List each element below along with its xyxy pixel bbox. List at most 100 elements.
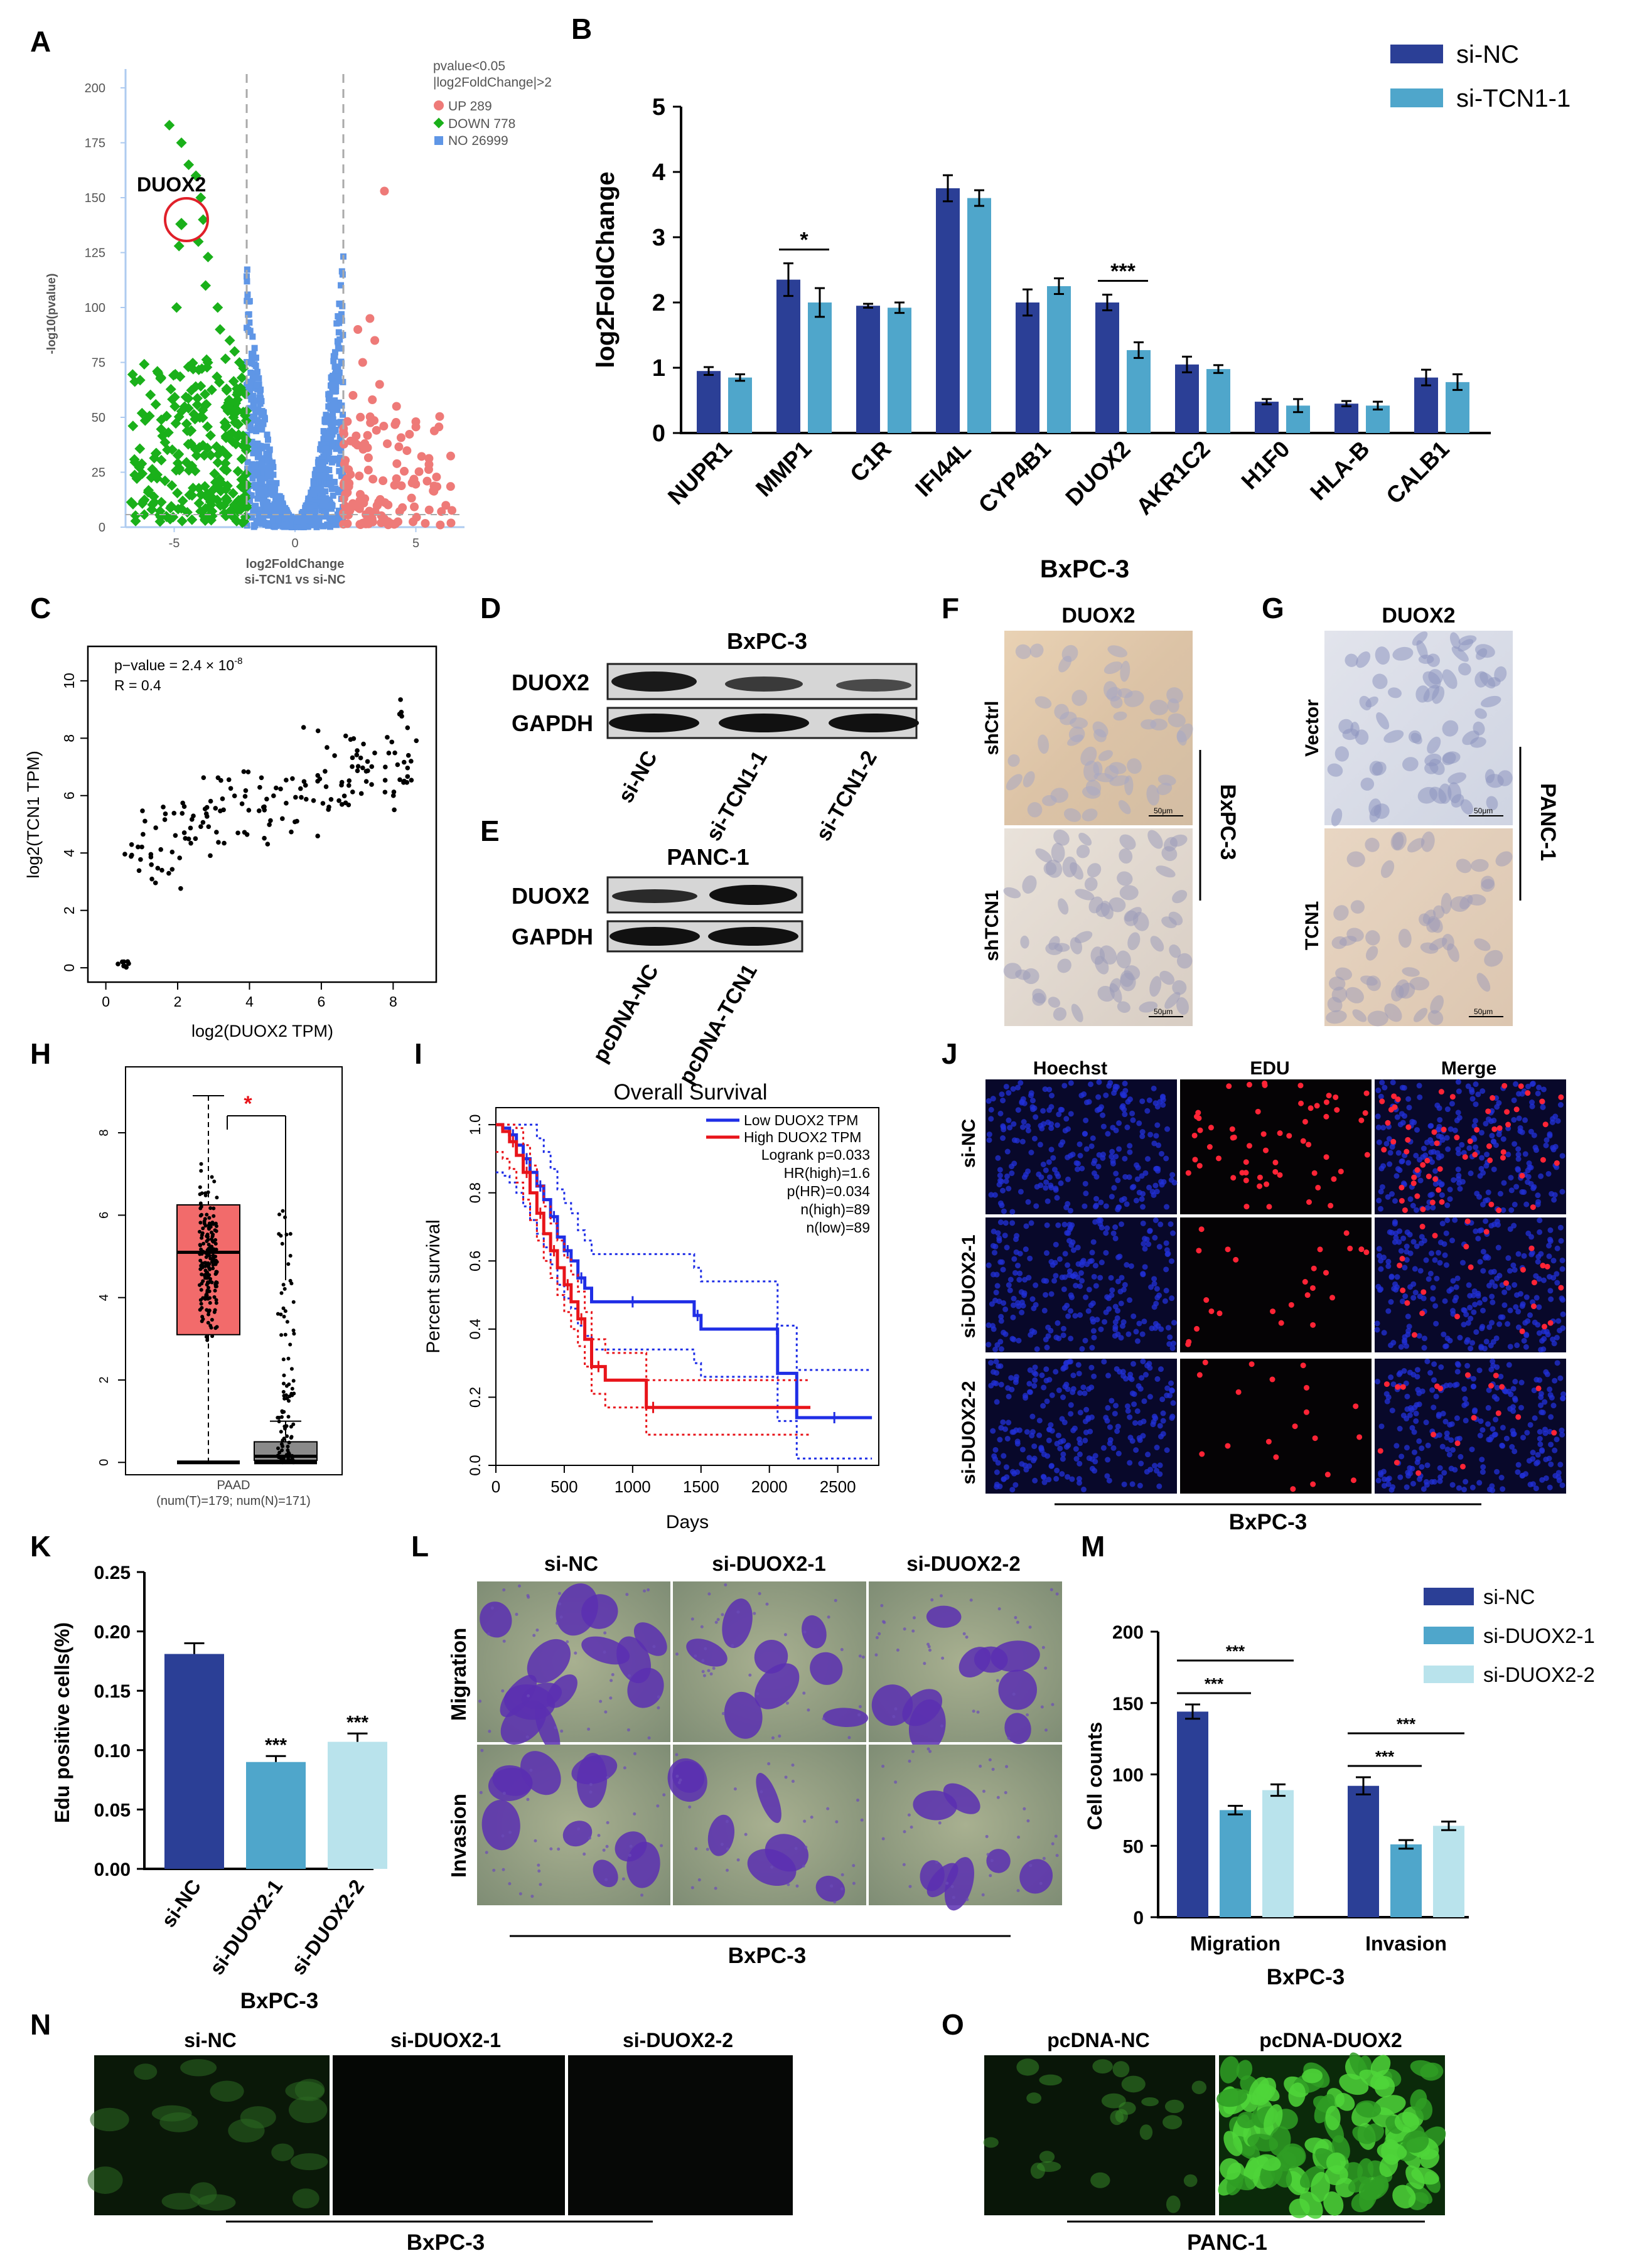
j-blue-nucleus	[990, 1428, 996, 1434]
j-red-nucleus	[1257, 1174, 1263, 1180]
h-jitter-point	[276, 1415, 280, 1420]
volcano-point-down	[176, 515, 188, 527]
j-blue-nucleus	[1523, 1201, 1530, 1207]
j-blue-nucleus	[1428, 1123, 1434, 1129]
volcano-x-tick-label: -5	[169, 537, 180, 550]
j-blue-nucleus	[1104, 1473, 1110, 1479]
j-blue-nucleus	[1033, 1203, 1039, 1209]
c-point	[405, 725, 411, 730]
j-blue-nucleus	[1129, 1481, 1136, 1487]
volcano-point-no	[252, 503, 259, 510]
ihc-nucleus	[1053, 1007, 1067, 1021]
j-blue-nucleus	[1043, 1167, 1049, 1174]
j-blue-nucleus	[1519, 1303, 1525, 1309]
j-blue-nucleus	[1517, 1291, 1523, 1297]
l-pore	[712, 1666, 716, 1670]
l-pore	[527, 1694, 530, 1698]
c-point	[392, 807, 397, 813]
m-y-tick-label: 0	[1133, 1908, 1144, 1928]
volcano-point-no	[251, 361, 258, 368]
volcano-point-down	[194, 412, 205, 423]
j-blue-nucleus	[1479, 1457, 1485, 1463]
j-blue-nucleus	[1061, 1083, 1068, 1089]
ihc-nucleus	[1384, 1003, 1402, 1022]
j-blue-nucleus	[1127, 1371, 1134, 1377]
j-blue-nucleus	[1439, 1221, 1446, 1227]
j-blue-nucleus	[1122, 1088, 1129, 1094]
j-blue-nucleus	[1105, 1372, 1112, 1379]
j-blue-nucleus	[1092, 1157, 1098, 1163]
j-blue-nucleus	[1396, 1371, 1402, 1377]
j-red-nucleus	[1467, 1138, 1473, 1145]
j-blue-nucleus	[1448, 1437, 1454, 1443]
ihc-nucleus	[1080, 746, 1097, 766]
j-blue-nucleus	[1438, 1364, 1444, 1371]
volcano-point-no	[255, 491, 262, 498]
m-cell-line: BxPC-3	[1267, 1965, 1345, 1989]
j-blue-nucleus	[1377, 1287, 1383, 1293]
l-pore	[501, 1689, 505, 1693]
volcano-point-no	[336, 454, 343, 461]
ihc-nucleus	[1430, 995, 1444, 1014]
l-pore	[525, 1735, 529, 1739]
c-point	[138, 857, 143, 862]
l-pore	[940, 1724, 943, 1728]
j-blue-nucleus	[1555, 1118, 1561, 1124]
j-blue-nucleus	[1480, 1268, 1486, 1274]
m-sig-star: ***	[1205, 1674, 1224, 1693]
ihc-nucleus	[1070, 937, 1083, 955]
j-blue-nucleus	[1124, 1403, 1130, 1409]
j-blue-nucleus	[1454, 1275, 1461, 1281]
j-blue-nucleus	[1157, 1423, 1163, 1429]
k-bar	[164, 1654, 224, 1869]
j-blue-nucleus	[1064, 1302, 1070, 1308]
h-y-tick-label: 0	[97, 1459, 111, 1466]
ihc-nucleus	[1495, 851, 1513, 867]
volcano-point-up	[379, 422, 389, 431]
j-blue-nucleus	[1449, 1238, 1456, 1244]
l-cell-cluster	[480, 1602, 512, 1638]
ihc-nucleus	[1157, 774, 1176, 786]
j-blue-nucleus	[1029, 1296, 1036, 1302]
j-blue-nucleus	[1014, 1469, 1021, 1475]
c-point	[161, 805, 166, 810]
volcano-point-no	[268, 484, 275, 491]
j-blue-nucleus	[1547, 1236, 1553, 1243]
legend-title-1: pvalue<0.05	[433, 59, 505, 73]
l-pore	[787, 1883, 790, 1886]
j-blue-nucleus	[1385, 1258, 1392, 1265]
volcano-point-no	[326, 523, 333, 530]
j-blue-nucleus	[1156, 1142, 1162, 1148]
l-pore	[554, 1726, 557, 1730]
j-blue-nucleus	[1085, 1415, 1092, 1421]
j-blue-nucleus	[1064, 1230, 1070, 1236]
j-blue-nucleus	[1085, 1308, 1092, 1314]
volcano-point-down	[190, 170, 201, 181]
j-row-siduox2-1: si-DUOX2-1	[958, 1234, 979, 1338]
m-y-tick-label: 200	[1112, 1622, 1144, 1643]
c-point	[301, 725, 306, 730]
j-blue-nucleus	[1127, 1143, 1133, 1149]
volcano-point-down	[205, 430, 216, 441]
volcano-point-no	[260, 491, 267, 498]
j-blue-nucleus	[1554, 1360, 1560, 1366]
j-blue-nucleus	[1041, 1479, 1048, 1485]
j-blue-nucleus	[1090, 1135, 1096, 1142]
j-blue-nucleus	[1404, 1484, 1410, 1490]
j-blue-nucleus	[1163, 1240, 1169, 1246]
volcano-point-no	[316, 468, 323, 474]
j-red-nucleus	[1356, 1434, 1363, 1440]
l-pore	[874, 1653, 878, 1657]
l-pore	[640, 1893, 644, 1897]
volcano-point-down	[177, 495, 188, 506]
l-cell-cluster	[926, 1605, 962, 1628]
legend-down-marker	[433, 117, 444, 129]
volcano-point-down	[139, 509, 150, 520]
c-point	[336, 798, 341, 803]
l-pore	[803, 1819, 807, 1823]
j-blue-nucleus	[993, 1381, 999, 1387]
j-blue-nucleus	[1465, 1083, 1471, 1089]
j-blue-nucleus	[1550, 1403, 1557, 1409]
j-blue-nucleus	[1525, 1083, 1531, 1089]
l-pore	[603, 1631, 607, 1635]
